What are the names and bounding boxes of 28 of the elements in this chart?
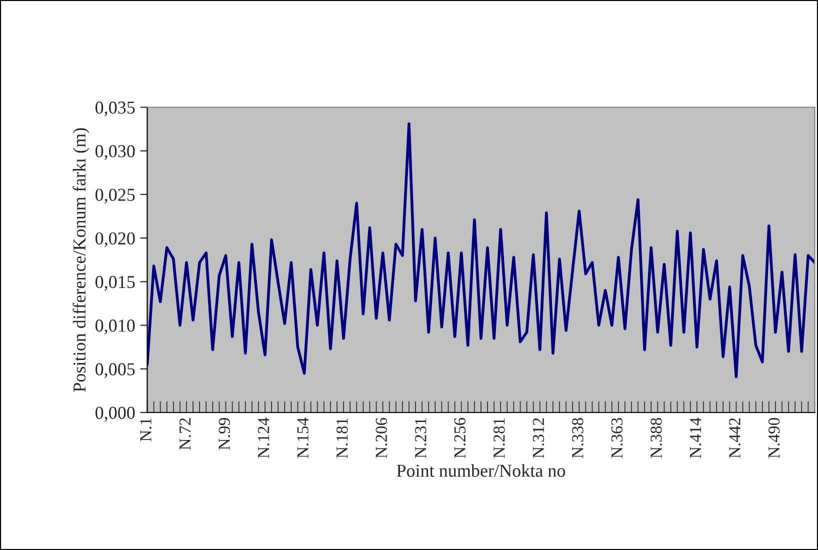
x-tick-label: N.490 xyxy=(768,418,780,458)
x-tick-label: N.206 xyxy=(376,418,388,458)
line-series xyxy=(147,122,815,378)
y-tick-label: 0,010 xyxy=(96,320,135,334)
x-tick-label: N.414 xyxy=(690,418,702,458)
x-tick-label: N.1 xyxy=(140,418,152,442)
x-tick-label: N.281 xyxy=(494,418,505,458)
y-tick-label: 0,030 xyxy=(96,145,135,160)
x-tick-label: N.124 xyxy=(258,418,270,458)
y-tick-label: 0,015 xyxy=(96,276,135,291)
x-tick-label: N.72 xyxy=(179,418,191,450)
x-tick-label: N.363 xyxy=(611,418,623,458)
x-tick-label: N.312 xyxy=(532,418,544,458)
x-tick-label: N.99 xyxy=(218,418,230,450)
x-tick-label: N.388 xyxy=(650,418,662,458)
y-tick-label: 0,025 xyxy=(96,188,135,204)
x-tick-label: N.154 xyxy=(297,418,309,458)
x-tick-label: N.256 xyxy=(454,418,466,458)
y-axis-title: Position difference/Konum farkı (m) xyxy=(72,128,90,392)
x-tick-label: N.442 xyxy=(729,418,740,458)
y-tick-label: 0,020 xyxy=(96,232,135,248)
x-tick-label: N.181 xyxy=(336,418,348,458)
y-tick-label: 0,005 xyxy=(96,363,135,378)
x-tick-label: N.338 xyxy=(572,418,584,458)
y-tick-label: 0,035 xyxy=(96,102,135,116)
y-tick-label: 0,000 xyxy=(96,406,135,422)
x-tick-label: N.231 xyxy=(415,418,426,458)
x-axis-title: Point number/Nokta no xyxy=(396,464,566,477)
